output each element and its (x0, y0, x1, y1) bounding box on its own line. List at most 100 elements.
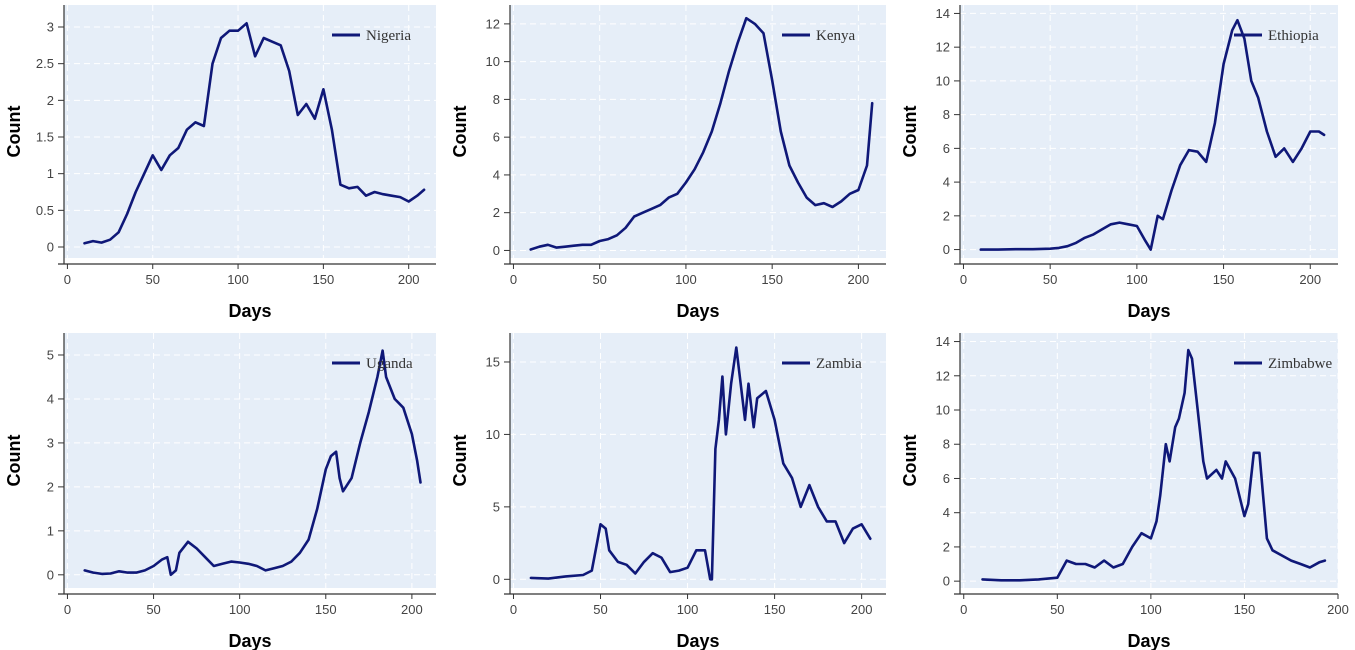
y-tick-label: 14 (936, 334, 950, 349)
y-tick-label: 4 (47, 391, 54, 406)
x-tick-label: 200 (848, 272, 870, 287)
x-tick-label: 150 (764, 602, 786, 617)
x-tick-label: 0 (64, 272, 71, 287)
x-tick-label: 100 (1126, 272, 1148, 287)
x-tick-label: 100 (677, 602, 699, 617)
y-tick-label: 8 (943, 107, 950, 122)
legend-label: Nigeria (366, 28, 411, 44)
y-axis-title: Count (450, 106, 470, 158)
x-tick-label: 150 (315, 602, 337, 617)
legend-label: Zambia (816, 356, 862, 372)
x-axis-title: Days (1127, 301, 1170, 321)
x-tick-label: 150 (1234, 602, 1256, 617)
y-tick-label: 8 (493, 92, 500, 107)
legend-label: Uganda (366, 356, 413, 372)
y-tick-label: 1.5 (36, 130, 54, 145)
y-tick-label: 0 (943, 242, 950, 257)
y-tick-label: 10 (486, 427, 500, 442)
y-tick-label: 1 (47, 523, 54, 538)
x-axis-title: Days (228, 631, 271, 650)
x-tick-label: 50 (592, 272, 606, 287)
x-tick-label: 0 (64, 602, 71, 617)
y-tick-label: 5 (47, 347, 54, 362)
y-tick-label: 10 (936, 403, 950, 418)
y-tick-label: 1 (47, 166, 54, 181)
y-axis-title: Count (450, 435, 470, 487)
y-axis-title: Count (900, 435, 920, 487)
x-axis-title: Days (228, 301, 271, 321)
y-tick-label: 8 (943, 437, 950, 452)
legend-label: Zimbabwe (1268, 356, 1332, 372)
y-tick-label: 0.5 (36, 203, 54, 218)
y-tick-label: 3 (47, 435, 54, 450)
y-axis-title: Count (4, 106, 24, 158)
x-tick-label: 50 (1043, 272, 1057, 287)
x-tick-label: 50 (145, 272, 159, 287)
x-axis-title: Days (676, 631, 719, 650)
chart-2: 0 50 100 150 200 0 2 4 6 8 10 12 Days Count Kenya (450, 5, 886, 321)
legend-label: Ethiopia (1268, 28, 1319, 44)
y-tick-label: 0 (943, 574, 950, 589)
y-tick-label: 6 (943, 141, 950, 156)
plot-area (64, 333, 436, 588)
x-axis-title: Days (1127, 631, 1170, 650)
x-tick-label: 200 (851, 602, 873, 617)
y-tick-label: 0 (493, 572, 500, 587)
y-tick-label: 4 (943, 505, 950, 520)
y-tick-label: 3 (47, 20, 54, 35)
y-tick-label: 10 (936, 73, 950, 88)
chart-3: 0 50 100 150 200 0 2 4 6 8 10 12 14 Days Count Ethiopia (900, 5, 1338, 321)
x-tick-label: 150 (761, 272, 783, 287)
plot-area (510, 333, 886, 588)
y-tick-label: 2.5 (36, 56, 54, 71)
x-tick-label: 100 (229, 602, 251, 617)
y-axis-title: Count (900, 106, 920, 158)
x-tick-label: 150 (313, 272, 335, 287)
y-tick-label: 4 (493, 167, 500, 182)
x-tick-label: 100 (675, 272, 697, 287)
y-tick-label: 2 (493, 205, 500, 220)
y-tick-label: 2 (943, 539, 950, 554)
x-tick-label: 200 (1327, 602, 1349, 617)
y-tick-label: 0 (47, 240, 54, 255)
series-line-zambia (529, 346, 872, 581)
y-tick-label: 4 (943, 175, 950, 190)
legend-label: Kenya (816, 28, 855, 44)
y-tick-label: 0 (493, 243, 500, 258)
x-tick-label: 200 (1299, 272, 1321, 287)
x-tick-label: 200 (401, 602, 423, 617)
y-tick-label: 0 (47, 567, 54, 582)
y-tick-label: 5 (493, 499, 500, 514)
y-axis-title: Count (4, 435, 24, 487)
y-tick-label: 2 (943, 208, 950, 223)
y-tick-label: 6 (943, 471, 950, 486)
x-tick-label: 50 (1050, 602, 1064, 617)
x-tick-label: 0 (960, 272, 967, 287)
x-tick-label: 50 (146, 602, 160, 617)
y-tick-label: 2 (47, 479, 54, 494)
series-line-uganda (83, 349, 422, 577)
chart-5: 0 50 100 150 200 0 5 10 15 Days Count Zambia (450, 333, 886, 650)
y-tick-label: 12 (936, 40, 950, 55)
series-line-kenya (529, 16, 874, 251)
x-tick-label: 100 (227, 272, 249, 287)
x-tick-label: 0 (510, 602, 517, 617)
y-tick-label: 10 (486, 54, 500, 69)
x-tick-label: 0 (510, 272, 517, 287)
x-tick-label: 150 (1213, 272, 1235, 287)
x-tick-label: 0 (960, 602, 967, 617)
chart-6: 0 50 100 150 200 0 2 4 6 8 10 12 14 Days Count Zimbabwe (900, 333, 1349, 650)
y-tick-label: 2 (47, 93, 54, 108)
plot-area (510, 5, 886, 258)
x-tick-label: 50 (593, 602, 607, 617)
series-line-ethiopia (979, 18, 1326, 251)
x-axis-title: Days (676, 301, 719, 321)
series-line-nigeria (83, 21, 426, 245)
chart-1: 0 50 100 150 200 0 0.5 1 1.5 2 2.5 3 Days Count Nigeri… (4, 5, 436, 321)
chart-4: 0 50 100 150 200 0 1 2 3 4 5 Days Count Uganda (4, 333, 436, 650)
x-tick-label: 100 (1140, 602, 1162, 617)
y-tick-label: 6 (493, 130, 500, 145)
y-tick-label: 15 (486, 354, 500, 369)
series-line-zimbabwe (981, 348, 1327, 582)
